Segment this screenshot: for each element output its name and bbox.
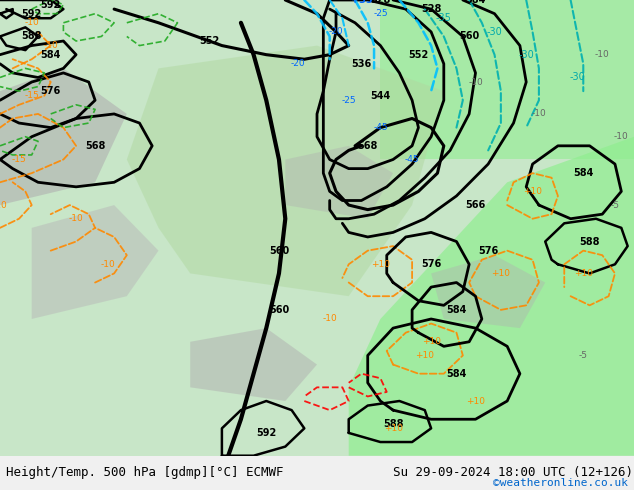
Text: -10: -10 — [595, 50, 610, 59]
Text: 588: 588 — [383, 419, 403, 429]
Text: -35: -35 — [436, 13, 452, 23]
Text: 576: 576 — [41, 86, 61, 96]
Text: 560: 560 — [269, 305, 289, 315]
Text: -10: -10 — [531, 109, 547, 119]
Polygon shape — [0, 69, 127, 205]
Polygon shape — [285, 146, 393, 219]
Text: -15: -15 — [24, 91, 39, 100]
Text: 592: 592 — [22, 9, 42, 19]
Text: 560: 560 — [459, 31, 479, 42]
Text: 588: 588 — [579, 237, 600, 246]
Text: 592: 592 — [256, 428, 276, 438]
Text: 584: 584 — [465, 0, 486, 5]
Polygon shape — [32, 205, 158, 319]
Text: -10: -10 — [614, 132, 629, 141]
Polygon shape — [0, 0, 634, 456]
Text: +10: +10 — [466, 396, 485, 406]
Text: -25: -25 — [341, 96, 356, 105]
Text: -45: -45 — [373, 123, 388, 132]
Text: 536: 536 — [351, 59, 372, 69]
Text: +35: +35 — [351, 0, 372, 5]
Text: 552: 552 — [408, 49, 429, 60]
Text: -30: -30 — [487, 27, 502, 37]
Text: -25: -25 — [373, 9, 388, 18]
Text: -10: -10 — [68, 214, 84, 223]
Text: 568: 568 — [358, 141, 378, 151]
Polygon shape — [127, 46, 444, 296]
Text: 584: 584 — [446, 305, 467, 315]
Text: +10: +10 — [491, 269, 510, 278]
Text: 552: 552 — [199, 36, 219, 46]
Text: 566: 566 — [465, 200, 486, 210]
Text: Su 29-09-2024 18:00 UTC (12+126): Su 29-09-2024 18:00 UTC (12+126) — [393, 466, 633, 479]
Text: -10: -10 — [0, 200, 8, 210]
Text: 584: 584 — [446, 368, 467, 379]
Text: -10: -10 — [322, 315, 337, 323]
Text: -30: -30 — [569, 73, 585, 82]
Text: +10: +10 — [384, 424, 403, 433]
Text: -10: -10 — [468, 77, 483, 87]
Text: ©weatheronline.co.uk: ©weatheronline.co.uk — [493, 478, 628, 488]
Text: +10: +10 — [371, 260, 390, 269]
Text: +10: +10 — [422, 337, 441, 346]
Text: 528: 528 — [370, 0, 391, 5]
Polygon shape — [190, 328, 317, 401]
Text: Height/Temp. 500 hPa [gdmp][°C] ECMWF: Height/Temp. 500 hPa [gdmp][°C] ECMWF — [6, 466, 284, 479]
Text: 588: 588 — [22, 31, 42, 42]
Text: -15: -15 — [11, 155, 27, 164]
Text: 544: 544 — [370, 91, 391, 101]
Text: 584: 584 — [41, 49, 61, 60]
Text: -30: -30 — [519, 49, 534, 60]
Text: +10: +10 — [415, 351, 434, 360]
Text: -5: -5 — [579, 351, 588, 360]
Text: +10: +10 — [523, 187, 542, 196]
Text: -10: -10 — [100, 260, 115, 269]
Text: -10: -10 — [43, 41, 58, 50]
Text: 560: 560 — [269, 245, 289, 256]
Text: 576: 576 — [478, 245, 498, 256]
Text: 568: 568 — [85, 141, 105, 151]
Polygon shape — [380, 0, 634, 160]
Text: +10: +10 — [574, 269, 593, 278]
Text: -45: -45 — [404, 155, 420, 164]
Text: -20: -20 — [290, 59, 306, 68]
Text: -5: -5 — [611, 200, 619, 210]
Polygon shape — [431, 255, 545, 328]
Text: 576: 576 — [421, 259, 441, 270]
Text: -10: -10 — [24, 18, 39, 27]
Text: 528: 528 — [421, 4, 441, 14]
Text: 592: 592 — [41, 0, 61, 10]
Text: 584: 584 — [573, 168, 593, 178]
Text: -20: -20 — [328, 27, 344, 36]
Polygon shape — [349, 137, 634, 456]
